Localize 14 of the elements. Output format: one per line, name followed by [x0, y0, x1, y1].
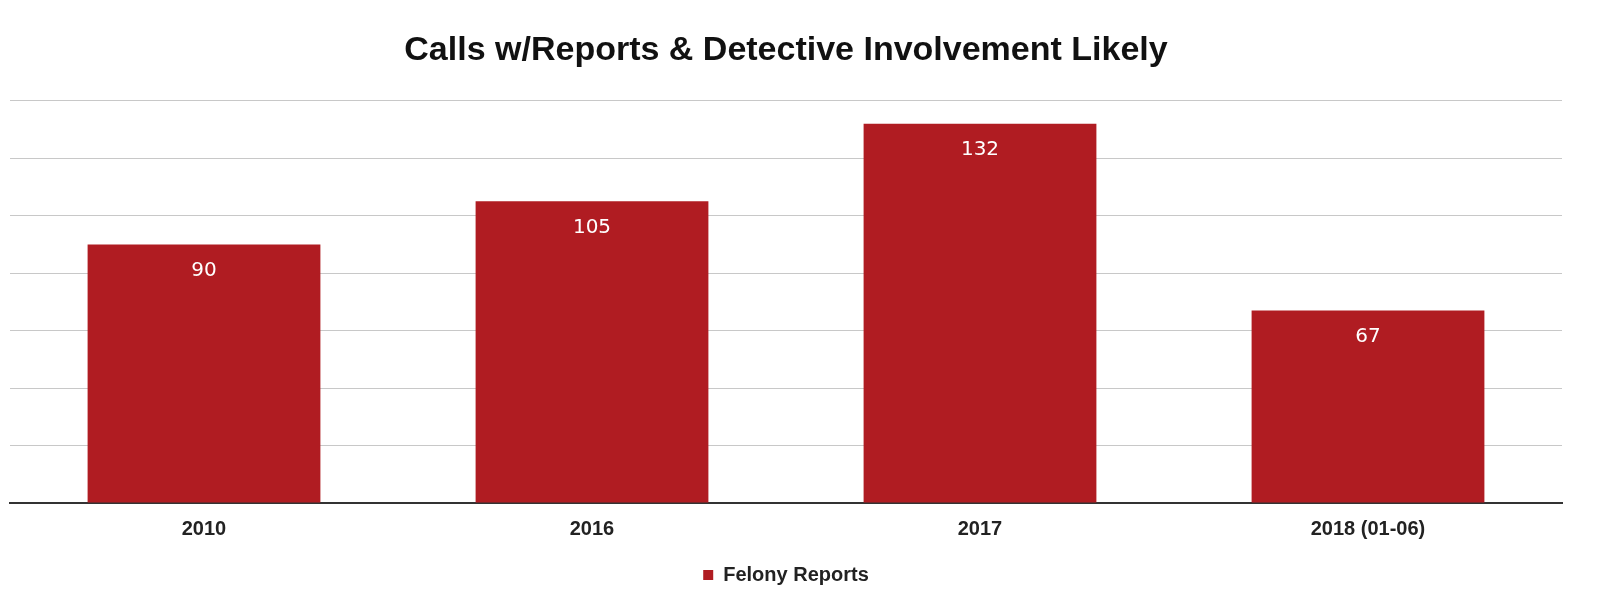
- bar: [1251, 310, 1485, 503]
- chart-title: Calls w/Reports & Detective Involvement Likely: [404, 28, 1168, 67]
- data-label: 90: [191, 256, 217, 281]
- bar: [475, 201, 709, 503]
- data-label: 105: [572, 213, 612, 238]
- legend-label: Felony Reports: [723, 562, 869, 585]
- x-tick-label: 2018 (01-06): [1310, 516, 1426, 539]
- data-label: 132: [960, 135, 1000, 160]
- x-tick-label: 2010: [181, 516, 227, 539]
- x-tick-label: 2017: [957, 516, 1003, 539]
- bar: [863, 123, 1097, 503]
- bar: [87, 244, 321, 503]
- x-tick-label: 2016: [569, 516, 615, 539]
- data-label: 67: [1355, 322, 1381, 347]
